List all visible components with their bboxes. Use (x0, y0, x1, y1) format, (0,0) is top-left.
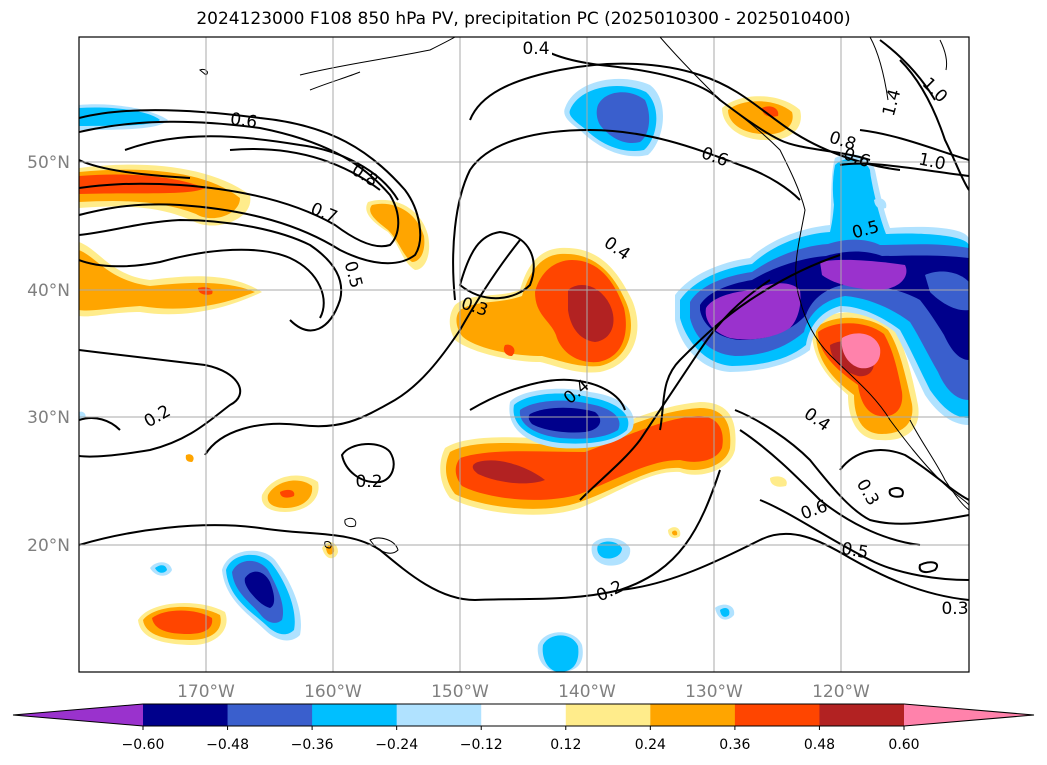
precip-negative-bc-strip (832, 158, 887, 232)
precip-positive-subtropical-band (440, 402, 736, 515)
colorbar-tick-label: −0.48 (206, 737, 249, 753)
colorbar-tick-label: 0.48 (804, 737, 835, 753)
precip-positive-west-40n (79, 242, 262, 317)
pv-contours (79, 39, 969, 602)
contour-label: 0.6 (229, 109, 259, 133)
colorbar-segment (481, 704, 567, 726)
precip-positive-bc-coast (722, 96, 801, 141)
lon-label: 120°W (812, 682, 870, 702)
coastline (199, 37, 969, 554)
precip-negative-alaska (564, 78, 663, 157)
map-frame (78, 36, 970, 673)
precip-positive-nw-band (79, 164, 251, 226)
colorbar-segment (396, 704, 482, 726)
lon-label: 150°W (431, 682, 489, 702)
colorbar-segment (819, 704, 905, 726)
grid-lines (79, 37, 969, 672)
contour-label: 0.5 (840, 539, 870, 563)
contour-label: 0.2 (355, 472, 382, 492)
colorbar-tick-label: −0.12 (460, 737, 503, 753)
colorbar-segment (650, 704, 736, 726)
precip-positive-california (811, 312, 919, 441)
precip-negative-small-patches (79, 411, 735, 672)
lat-label: 30°N (27, 408, 70, 428)
colorbar-segment (143, 704, 229, 726)
colorbar-tick-label: 0.12 (550, 737, 581, 753)
lat-label: 40°N (27, 281, 70, 301)
lon-label: 130°W (685, 682, 743, 702)
colorbar-segment (565, 704, 651, 726)
contour-label: 0.4 (522, 39, 549, 59)
colorbar: −0.60 −0.48 −0.36 −0.24 −0.12 0.12 0.24 0.36 0.4… (12, 703, 1035, 753)
precip-negative-30n (509, 388, 634, 449)
lat-label: 20°N (27, 536, 70, 556)
colorbar-tick-label: −0.36 (291, 737, 334, 753)
latitude-labels: 50°N 40°N 30°N 20°N (27, 153, 70, 556)
colorbar-extend-low (13, 704, 143, 726)
colorbar-segment (734, 704, 820, 726)
lon-label: 170°W (177, 682, 235, 702)
colorbar-tick-label: 0.60 (888, 737, 919, 753)
colorbar-tick-label: 0.36 (719, 737, 750, 753)
colorbar-tick-label: 0.24 (635, 737, 666, 753)
colorbar-segment (312, 704, 398, 726)
longitude-labels: 170°W 160°W 150°W 140°W 130°W 120°W (177, 682, 870, 702)
lon-label: 140°W (558, 682, 616, 702)
colorbar-segment (227, 704, 313, 726)
lon-label: 160°W (304, 682, 362, 702)
colorbar-tick-label: −0.60 (122, 737, 165, 753)
map-title: 2024123000 F108 850 hPa PV, precipitatio… (196, 9, 851, 29)
contour-label: 0.3 (941, 599, 968, 619)
lat-label: 50°N (27, 153, 70, 173)
colorbar-tick-label: −0.24 (375, 737, 418, 753)
colorbar-extend-high (904, 704, 1034, 726)
